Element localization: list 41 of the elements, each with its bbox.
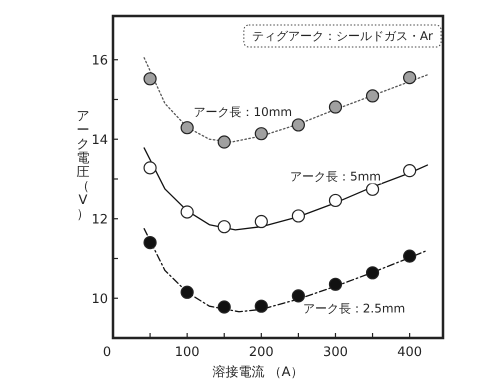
point [218, 220, 231, 234]
point [366, 182, 380, 196]
point [403, 71, 416, 84]
x-tick-label: 300 [323, 345, 348, 360]
annotation: ティグアーク：シールドガス・Ar [252, 29, 434, 43]
point [328, 194, 342, 208]
point [180, 286, 194, 299]
point [218, 300, 231, 314]
point [254, 127, 268, 140]
point [403, 250, 416, 263]
x-axis-title: 溶接電流 （A） [212, 364, 304, 380]
point [143, 161, 157, 174]
point [292, 209, 305, 223]
point [143, 72, 157, 86]
point [254, 214, 268, 228]
y-tick-label: 14 [91, 133, 108, 148]
line-series [143, 228, 427, 312]
point [328, 100, 342, 114]
point [366, 89, 380, 103]
line-series [143, 147, 428, 231]
x-tick-label: 400 [397, 345, 422, 360]
y-tick-label: 16 [91, 54, 108, 69]
y-tick-label: 12 [91, 212, 108, 228]
point [218, 135, 231, 149]
point [403, 164, 416, 178]
series-label: アーク長：2.5mm [302, 302, 406, 316]
series-label: アーク長：10mm [193, 104, 292, 119]
point [366, 266, 380, 280]
point [180, 205, 194, 219]
point [143, 236, 157, 250]
point [292, 118, 305, 132]
y-tick-label: 10 [91, 292, 108, 308]
x-tick-label: 200 [248, 345, 274, 360]
point [328, 278, 342, 291]
point [180, 121, 194, 134]
x-tick-label: 100 [174, 345, 200, 360]
series-label: アーク長：5mm [290, 169, 381, 184]
point [254, 300, 268, 313]
point [292, 289, 305, 302]
x-tick-label: 0 [102, 345, 112, 360]
y-axis-title: アーク電圧（V） [76, 109, 90, 222]
